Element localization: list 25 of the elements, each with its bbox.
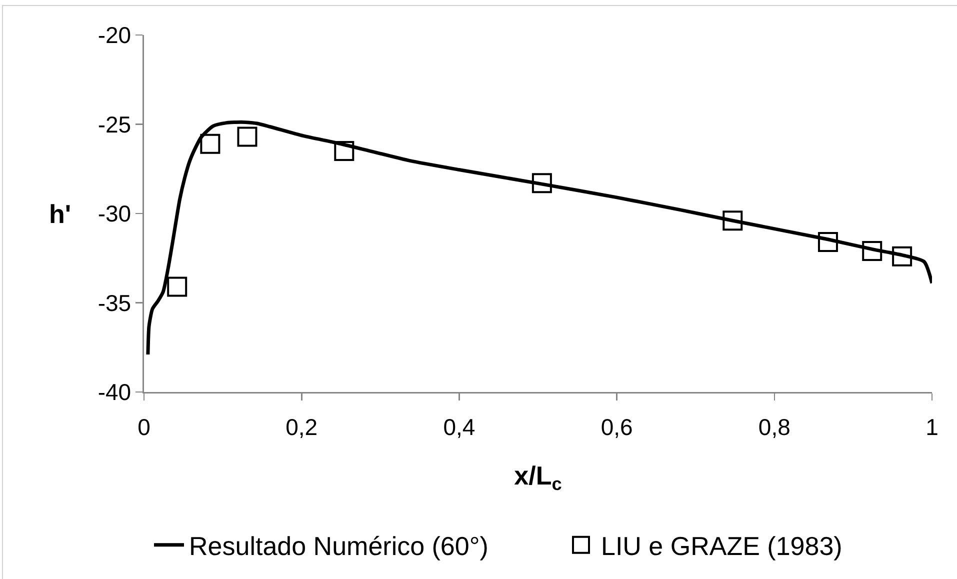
point — [334, 141, 354, 162]
legend-label: LIU e GRAZE (1983) — [601, 531, 842, 562]
x-tick-label: 0,6 — [600, 414, 633, 440]
y-tick-label: -25 — [98, 111, 132, 138]
y-tick-label: -30 — [98, 200, 132, 227]
point — [532, 173, 552, 194]
x-axis-title: x/L$_{c}$ — [514, 460, 562, 494]
point — [722, 210, 743, 231]
point — [237, 126, 258, 147]
line-series — [146, 120, 932, 356]
x-tick-label: 0 — [138, 414, 150, 440]
y-tick-label: -35 — [98, 290, 132, 316]
x-tick-label: 0,4 — [443, 414, 476, 440]
point — [200, 134, 220, 154]
point — [167, 276, 188, 297]
point — [818, 232, 838, 252]
y-tick-label: -40 — [98, 379, 132, 406]
point — [892, 246, 912, 266]
x-tick-label: 1 — [926, 414, 938, 440]
point — [862, 240, 882, 261]
x-tick-label: 0,8 — [758, 414, 790, 440]
legend-label: Resultado Numérico (60°) — [189, 531, 488, 562]
y-axis-title: h' — [49, 199, 72, 229]
y-tick-label: -20 — [98, 22, 132, 48]
x-tick-label: 0,2 — [286, 414, 318, 440]
